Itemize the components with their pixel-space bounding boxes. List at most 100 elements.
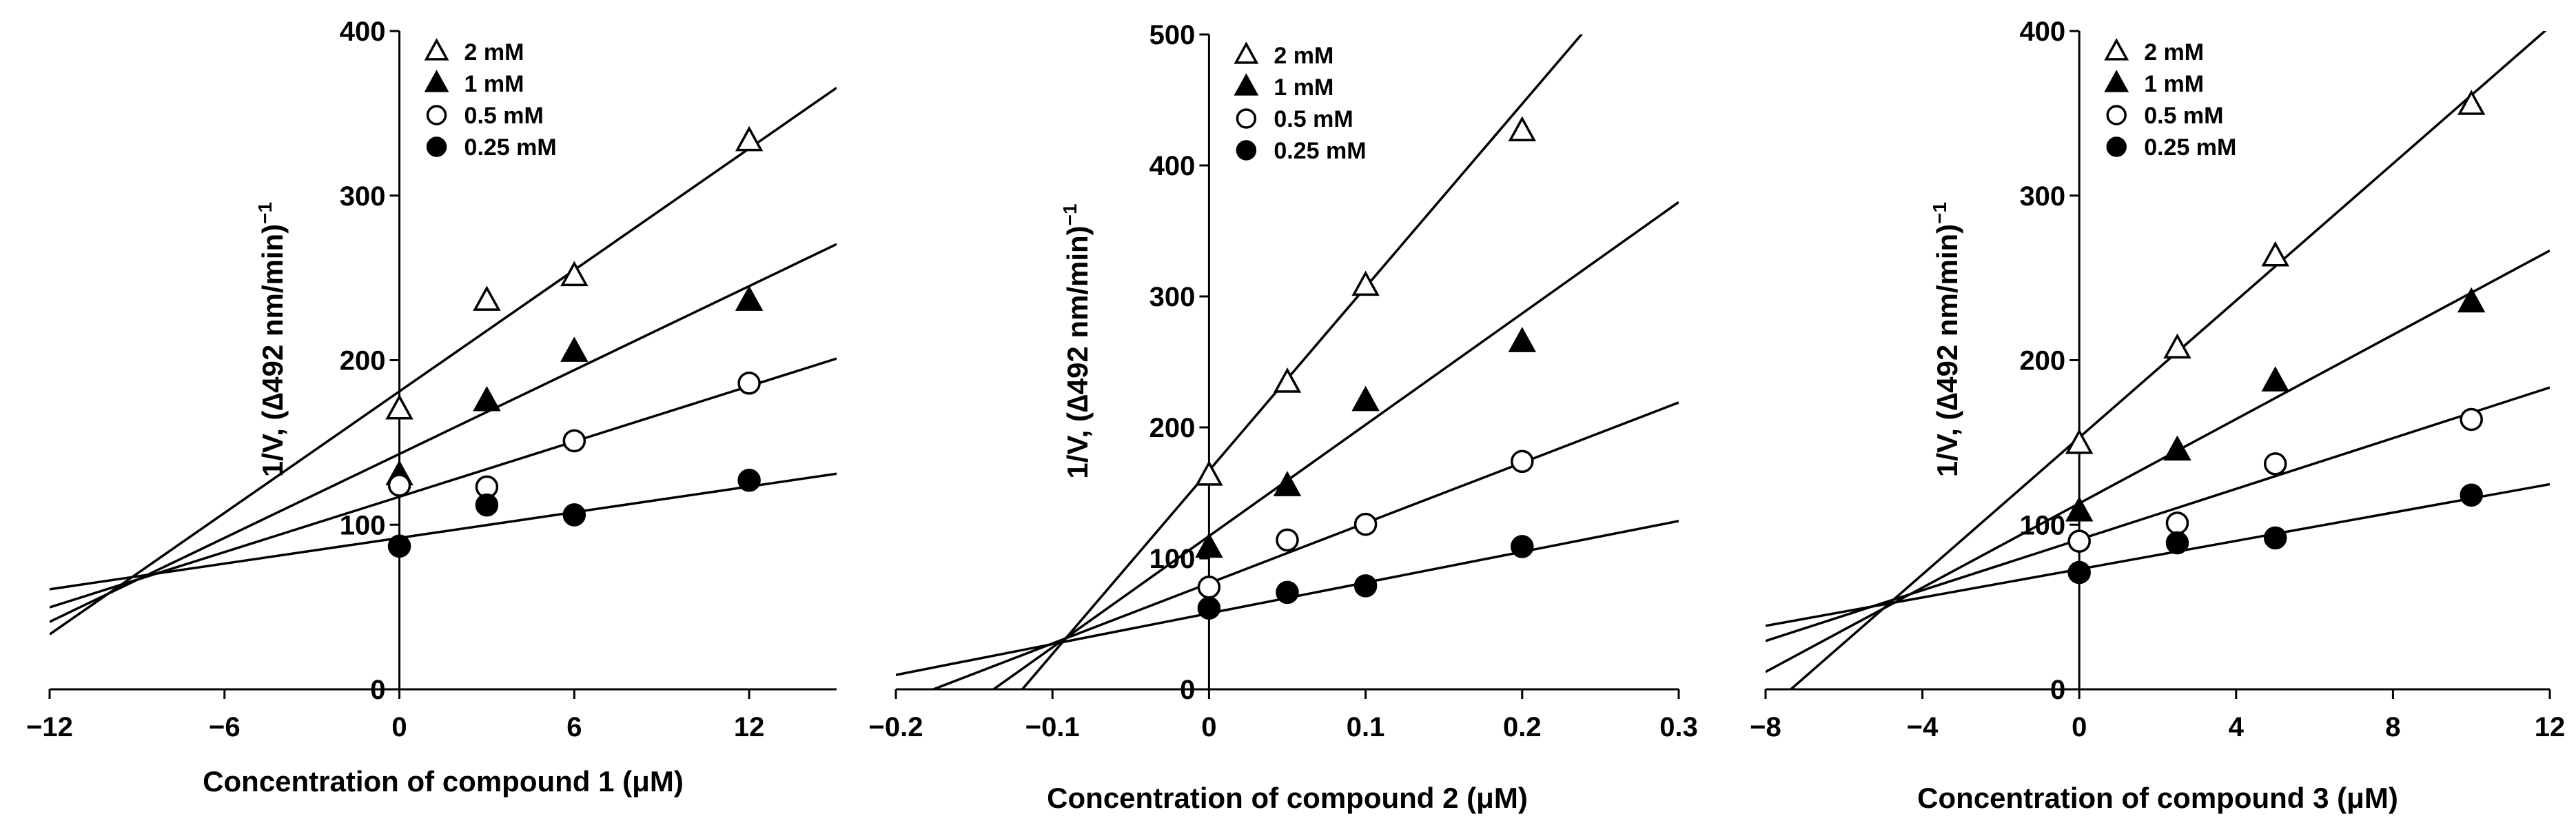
data-point [737, 469, 761, 492]
x-tick-label: 0.2 [1503, 712, 1542, 742]
y-axis-title: 1/V, (∆492 nm/min)−1 [1059, 203, 1094, 478]
legend-label: 1 mM [464, 71, 524, 97]
y-tick-label: 0 [2050, 675, 2065, 705]
data-point [475, 493, 499, 517]
chart-panel-2: −0.2 −0.1 0 0.1 0.2 0.3 0 100 200 300 400 500 2 mM 1 … [869, 20, 1698, 814]
y-axis-title-sup: −1 [1059, 203, 1081, 225]
data-point [1511, 535, 1534, 558]
x-tick-label: 12 [2535, 712, 2566, 742]
x-tick-label: −12 [26, 712, 73, 742]
legend-marker [426, 136, 447, 157]
data-point [2261, 366, 2289, 392]
x-tick-label: 0 [1201, 712, 1216, 742]
data-point [2163, 435, 2191, 461]
x-tick-label: −6 [209, 712, 241, 742]
data-point [2457, 90, 2486, 115]
x-tick-label: 0 [2072, 712, 2087, 742]
legend-label: 0.5 mM [2144, 103, 2223, 129]
y-tick-label: 200 [1149, 413, 1196, 443]
data-point [1276, 580, 1299, 605]
y-tick-label: 200 [340, 346, 386, 376]
legend-label: 1 mM [2144, 71, 2204, 97]
data-point [1197, 596, 1221, 620]
data-point [1273, 471, 1302, 496]
y-axis-title-main: 1/V, (∆492 nm/min) [1931, 224, 1963, 477]
data-point [562, 503, 586, 527]
legend-label: 0.25 mM [1274, 138, 1366, 164]
legend-marker [1234, 41, 1259, 64]
legend-marker [2104, 70, 2129, 92]
fit-line-1-mM [1766, 249, 2550, 673]
x-axis-title: Concentration of compound 3 (μM) [1917, 782, 2398, 814]
y-tick-label: 100 [1149, 544, 1196, 574]
data-point [473, 285, 501, 311]
y-axis-title-sup: −1 [1929, 202, 1950, 224]
data-point [387, 534, 411, 558]
data-point [2263, 452, 2287, 476]
data-point [1195, 532, 1223, 558]
legend-marker [426, 105, 447, 125]
y-tick-label: 400 [1149, 151, 1196, 181]
x-tick-label: 8 [2385, 712, 2400, 742]
x-tick-label: 6 [566, 712, 582, 742]
y-tick-label: 200 [2019, 346, 2065, 376]
data-point [2065, 429, 2094, 454]
legend-label: 2 mM [1274, 43, 1333, 69]
data-point [1353, 574, 1378, 598]
data-point [2263, 526, 2287, 550]
data-point [2165, 531, 2189, 555]
data-point [1197, 576, 1221, 599]
data-point [737, 372, 761, 395]
x-tick-label: −4 [1907, 712, 1939, 742]
x-axis-title: Concentration of compound 2 (μM) [1047, 782, 1528, 814]
legend-marker [1236, 140, 1257, 161]
fit-line-0_25-mM [50, 472, 837, 591]
data-point [2460, 483, 2483, 507]
data-point [2065, 496, 2094, 522]
x-tick-label: 12 [734, 712, 765, 742]
data-point [1351, 385, 1380, 412]
fit-line-1-mM [50, 243, 837, 623]
legend-marker [2104, 38, 2129, 61]
data-point [1511, 449, 1534, 474]
data-point [1508, 116, 1537, 141]
legend-label: 0.25 mM [2144, 134, 2236, 161]
data-point [473, 385, 501, 412]
y-tick-label: 100 [340, 510, 386, 540]
data-point [2261, 241, 2289, 267]
data-point [385, 394, 413, 420]
data-point [1276, 528, 1299, 552]
data-point [2163, 333, 2191, 359]
y-tick-label: 400 [2019, 17, 2065, 47]
legend-label: 2 mM [464, 39, 524, 65]
data-point [1195, 460, 1223, 486]
fit-lines [50, 86, 837, 636]
legend-label: 0.25 mM [464, 134, 557, 161]
data-point [1353, 512, 1378, 536]
y-tick-label: 0 [370, 675, 385, 705]
y-tick-label: 400 [340, 17, 386, 47]
fit-line-0_25-mM [1766, 483, 2550, 627]
y-axis-title: 1/V, (∆492 nm/min)−1 [254, 202, 289, 477]
y-tick-label: 500 [1149, 20, 1196, 50]
data-point [1273, 367, 1302, 393]
legend-marker [424, 70, 449, 92]
x-tick-label: 0.3 [1659, 712, 1698, 742]
data-point [387, 474, 411, 497]
y-axis-title-main: 1/V, (∆492 nm/min) [256, 224, 289, 477]
data-point [560, 336, 589, 362]
chart-panel-1: −12 −6 0 6 12 0 100 200 300 400 2 mM 1 mM 0.5 mM 0.25… [26, 17, 837, 798]
x-tick-label: 0.1 [1347, 712, 1385, 742]
legend-label: 0.5 mM [1274, 106, 1353, 132]
data-point [1508, 327, 1537, 352]
y-axis-title: 1/V, (∆492 nm/min)−1 [1929, 202, 1963, 477]
legend-marker [2106, 105, 2127, 125]
fit-line-0_5-mM [50, 357, 837, 609]
data-point [2165, 511, 2189, 535]
data-point [2067, 560, 2091, 585]
x-tick-label: 4 [2229, 712, 2245, 742]
x-tick-label: −0.1 [1025, 712, 1080, 742]
legend-marker [1234, 73, 1259, 96]
